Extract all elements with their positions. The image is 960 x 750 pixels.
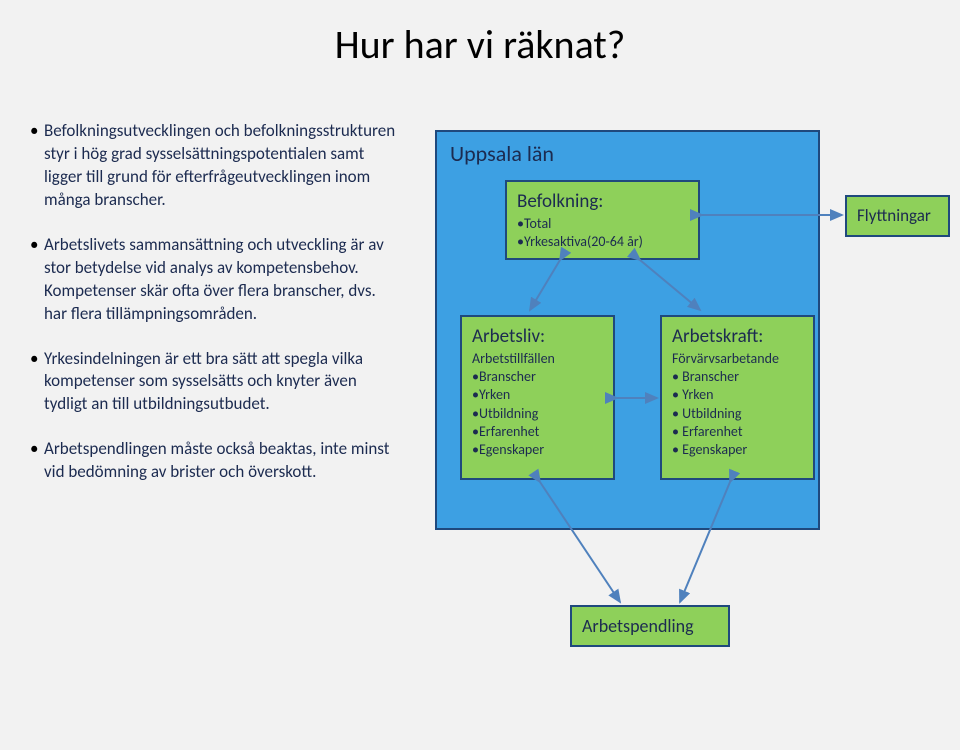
box-flyttningar: Flyttningar	[845, 195, 950, 237]
bullet-item: Befolkningsutvecklingen och befolkningss…	[30, 120, 400, 212]
box-item: • Yrken	[672, 386, 803, 404]
bullet-item: Arbetspendlingen måste också beaktas, in…	[30, 438, 400, 484]
box-item: • Utbildning	[672, 405, 803, 423]
box-title: Arbetsliv:	[472, 325, 603, 348]
box-item: •Utbildning	[472, 405, 603, 423]
box-item: •Yrkesaktiva(20-64 år)	[517, 233, 688, 251]
box-item: •Yrken	[472, 386, 603, 404]
slide-title: Hur har vi räknat?	[0, 20, 960, 69]
bullet-item: Yrkesindelningen är ett bra sätt att spe…	[30, 348, 400, 417]
box-item: • Erfarenhet	[672, 423, 803, 441]
box-item: •Branscher	[472, 368, 603, 386]
box-title: Arbetskraft:	[672, 325, 803, 348]
region-label: Uppsala län	[450, 140, 554, 167]
box-befolkning: Befolkning: •Total •Yrkesaktiva(20-64 år…	[505, 180, 700, 260]
box-item: •Total	[517, 215, 688, 233]
left-bullet-list: Befolkningsutvecklingen och befolkningss…	[30, 120, 400, 506]
box-arbetsliv: Arbetsliv: Arbetstillfällen •Branscher •…	[460, 315, 615, 480]
box-title: Befolkning:	[517, 190, 688, 213]
box-arbetskraft: Arbetskraft: Förvärvsarbetande • Bransch…	[660, 315, 815, 480]
box-pendling: Arbetspendling	[570, 605, 730, 647]
box-item: •Erfarenhet	[472, 423, 603, 441]
box-item: • Branscher	[672, 368, 803, 386]
box-item: •Egenskaper	[472, 441, 603, 459]
bullet-item: Arbetslivets sammansättning och utveckli…	[30, 234, 400, 326]
box-item: • Egenskaper	[672, 441, 803, 459]
box-subtitle: Arbetstillfällen	[472, 350, 603, 368]
box-title: Flyttningar	[857, 205, 938, 226]
box-subtitle: Förvärvsarbetande	[672, 350, 803, 368]
box-title: Arbetspendling	[582, 615, 718, 637]
